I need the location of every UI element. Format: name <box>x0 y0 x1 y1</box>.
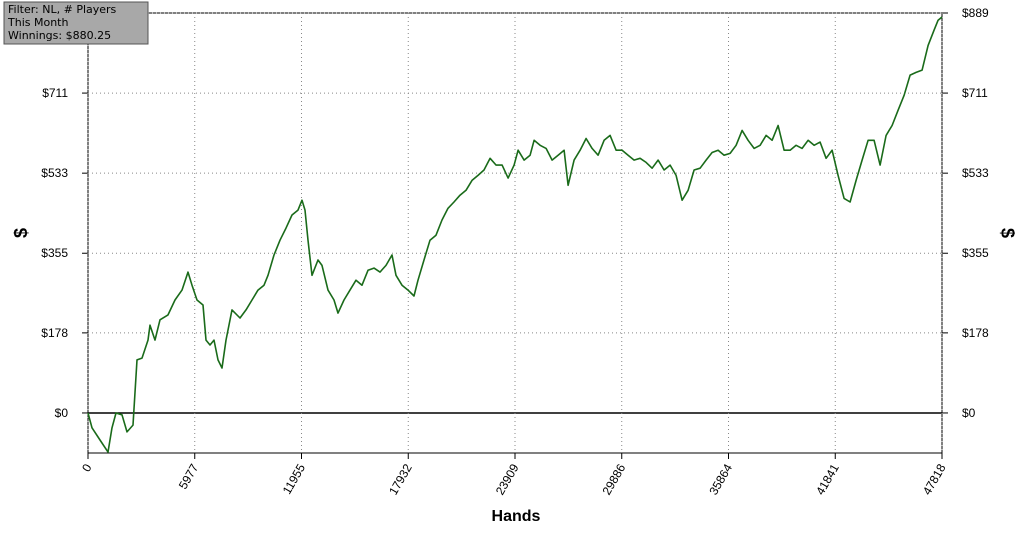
y2-tick-label: $889 <box>962 6 989 20</box>
x-tick-label: 11955 <box>280 461 309 496</box>
y2-tick-label: $0 <box>962 406 976 420</box>
x-tick-label: 5977 <box>176 461 202 491</box>
x-tick-label: 0 <box>79 461 95 474</box>
x-axis-label: Hands <box>492 508 541 525</box>
annotation: Winnings: $880.25 <box>8 29 111 42</box>
y2-axis-label: $ <box>997 228 1017 238</box>
y2-tick-label: $178 <box>962 326 989 340</box>
y2-tick-label: $355 <box>962 246 989 260</box>
y-tick-label: $533 <box>41 166 68 180</box>
y2-tick-label: $711 <box>962 86 988 100</box>
winnings-line <box>87 16 943 453</box>
y-tick-label: $178 <box>41 326 68 340</box>
annotation: Filter: NL, # Players <box>8 3 117 16</box>
x-tick-label: 29886 <box>600 461 629 497</box>
annotation: This Month <box>7 16 68 29</box>
filter-box-bg <box>3 1 149 45</box>
x-tick-label: 47818 <box>920 461 949 497</box>
y-tick-label: $355 <box>41 246 68 260</box>
x-tick-label: 41841 <box>813 461 842 497</box>
y-axis-label: $ <box>11 228 31 238</box>
x-tick-label: 17932 <box>386 461 415 497</box>
y2-tick-label: $533 <box>962 166 989 180</box>
x-tick-label: 23909 <box>493 461 522 497</box>
y-tick-label: $0 <box>55 406 69 420</box>
x-tick-label: 35864 <box>706 461 735 497</box>
y-tick-label: $711 <box>42 86 68 100</box>
